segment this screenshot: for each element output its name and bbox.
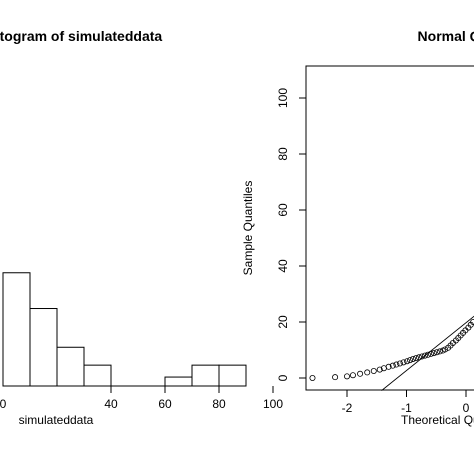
histogram-title: Histogram of simulateddata <box>0 28 162 44</box>
qq-point <box>442 346 449 353</box>
qq-point <box>332 374 339 381</box>
qq-title: Normal Q-Q Plot <box>418 28 474 44</box>
qq-point <box>376 366 383 373</box>
qq-point <box>309 374 316 381</box>
qq-point <box>415 354 422 361</box>
qq-y-tick-label: 20 <box>276 315 290 329</box>
qq-y-tick-label: 0 <box>276 374 290 381</box>
qq-x-axis: -2 -1 0 <box>342 389 474 415</box>
histogram-x-tick-label: 100 <box>263 397 283 411</box>
qq-x-tick-label: 0 <box>463 401 470 415</box>
qq-x-tick-label: -2 <box>342 401 353 415</box>
histogram-bar <box>218 364 247 387</box>
qq-point <box>385 363 392 370</box>
qq-y-tick-label: 40 <box>276 259 290 273</box>
qq-y-tick-label: 60 <box>276 203 290 217</box>
histogram-bar <box>2 272 31 387</box>
qq-x-tick-label: -1 <box>401 401 412 415</box>
histogram-x-tick-label: 60 <box>158 397 172 411</box>
qq-y-tick-label: 100 <box>276 88 290 108</box>
histogram-bars <box>2 272 247 387</box>
qq-x-label: Theoretical Quantiles <box>401 413 474 427</box>
histogram-x-ticks: 0 40 60 80 100 <box>0 386 283 411</box>
qq-y-label: Sample Quantiles <box>241 181 255 276</box>
qq-y-axis: 0 20 40 60 80 100 <box>276 88 307 381</box>
qq-point <box>370 367 377 374</box>
histogram-x-axis: 0 40 60 80 100 <box>0 385 283 411</box>
qq-point <box>364 369 371 376</box>
qq-point <box>404 358 411 365</box>
qq-point <box>400 359 407 366</box>
qq-point <box>349 372 356 379</box>
qq-point <box>430 350 437 357</box>
qq-point <box>418 353 425 360</box>
qq-point <box>357 370 364 377</box>
histogram-bar <box>56 346 85 387</box>
histogram-bar <box>29 308 58 387</box>
histogram-bar <box>83 364 112 387</box>
qq-point <box>421 352 428 359</box>
qq-plot-frame <box>305 65 474 391</box>
qq-point <box>433 349 440 356</box>
histogram-x-tick-label: 80 <box>212 397 226 411</box>
qq-point <box>407 357 414 364</box>
histogram-x-label: simulateddata <box>19 413 94 427</box>
qq-reference-line <box>381 315 474 391</box>
qq-panel: Normal Q-Q Plot 0 20 40 60 80 100 -2 -1 0 Sampl… <box>241 28 474 427</box>
qq-point <box>389 362 396 369</box>
histogram-panel: Histogram of simulateddata 0 40 60 80 100 si… <box>0 28 283 427</box>
qq-point <box>427 350 434 357</box>
histogram-bar <box>191 364 220 387</box>
histogram-x-tick-label: 0 <box>0 397 7 411</box>
qq-point <box>470 319 474 325</box>
qq-point <box>436 348 443 355</box>
qq-point <box>424 351 431 358</box>
qq-y-tick-label: 80 <box>276 147 290 161</box>
qq-point <box>343 373 350 380</box>
histogram-bar <box>164 376 193 387</box>
histogram-x-tick-label: 40 <box>104 397 118 411</box>
qq-point <box>410 355 417 362</box>
qq-point <box>396 360 403 367</box>
qq-points <box>309 319 474 381</box>
qq-point <box>393 361 400 368</box>
qq-point <box>413 355 420 362</box>
